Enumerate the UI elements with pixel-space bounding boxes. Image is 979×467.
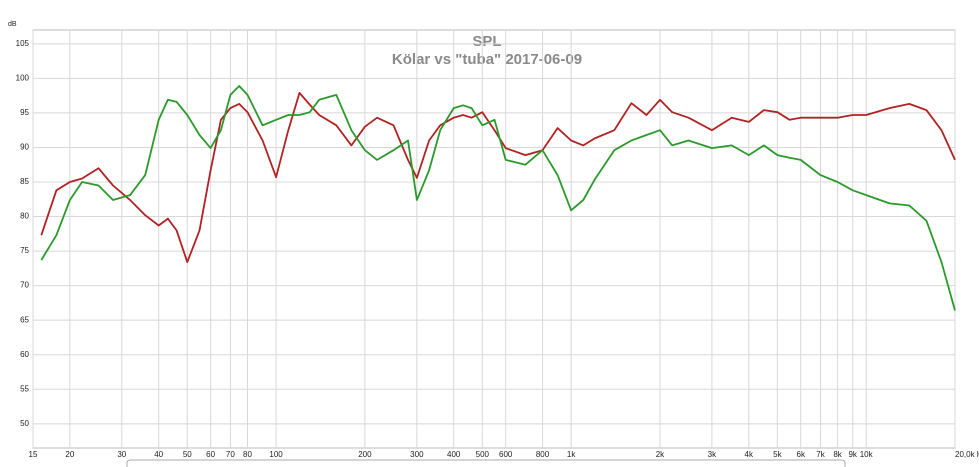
x-tick-label: 30	[117, 450, 126, 459]
x-tick-label: 4k	[745, 450, 754, 459]
x-tick-label: 15	[29, 450, 38, 459]
x-tick-label: 8k	[833, 450, 842, 459]
y-tick-label: 55	[20, 384, 29, 393]
y-tick-label: 75	[20, 246, 29, 255]
y-tick-label: 95	[20, 108, 29, 117]
x-tick-label: 300	[410, 450, 424, 459]
y-tick-label: 85	[20, 177, 29, 186]
x-tick-label: 60	[206, 450, 215, 459]
y-tick-label: 80	[20, 212, 29, 221]
y-tick-label: 50	[20, 419, 29, 428]
x-tick-label: 600	[499, 450, 513, 459]
x-tick-label: 5k	[773, 450, 782, 459]
x-tick-label: 40	[154, 450, 163, 459]
x-tick-label: 10k	[860, 450, 874, 459]
y-tick-label: 100	[16, 73, 30, 82]
x-tick-label: 400	[447, 450, 461, 459]
series-line	[40, 85, 956, 311]
x-tick-label: 100	[269, 450, 283, 459]
legend-panel-edge	[126, 459, 846, 467]
y-tick-label: 105	[16, 39, 30, 48]
x-tick-label: 9k	[848, 450, 857, 459]
x-tick-label: 20	[65, 450, 74, 459]
x-tick-label: 7k	[816, 450, 825, 459]
x-tick-label: 2k	[656, 450, 665, 459]
x-tick-label: 50	[183, 450, 192, 459]
x-tick-label: 80	[243, 450, 252, 459]
x-tick-label: 3k	[708, 450, 717, 459]
y-tick-label: 65	[20, 315, 29, 324]
y-tick-label: 60	[20, 350, 29, 359]
y-tick-label: 70	[20, 281, 29, 290]
x-tick-label: 70	[226, 450, 235, 459]
series-line	[40, 92, 956, 263]
x-tick-label: 500	[476, 450, 490, 459]
y-axis-label: dB	[8, 21, 17, 28]
x-tick-label: 20,0k Hz	[955, 450, 979, 459]
x-tick-label: 200	[358, 450, 372, 459]
plot-frame	[32, 29, 956, 449]
x-tick-label: 6k	[797, 450, 806, 459]
y-tick-label: 90	[20, 143, 29, 152]
chart-subtitle: Kölar vs "tuba" 2017-06-09	[392, 51, 582, 68]
chart-title: SPL	[472, 33, 501, 50]
x-tick-label: 1k	[567, 450, 576, 459]
x-tick-label: 800	[536, 450, 550, 459]
